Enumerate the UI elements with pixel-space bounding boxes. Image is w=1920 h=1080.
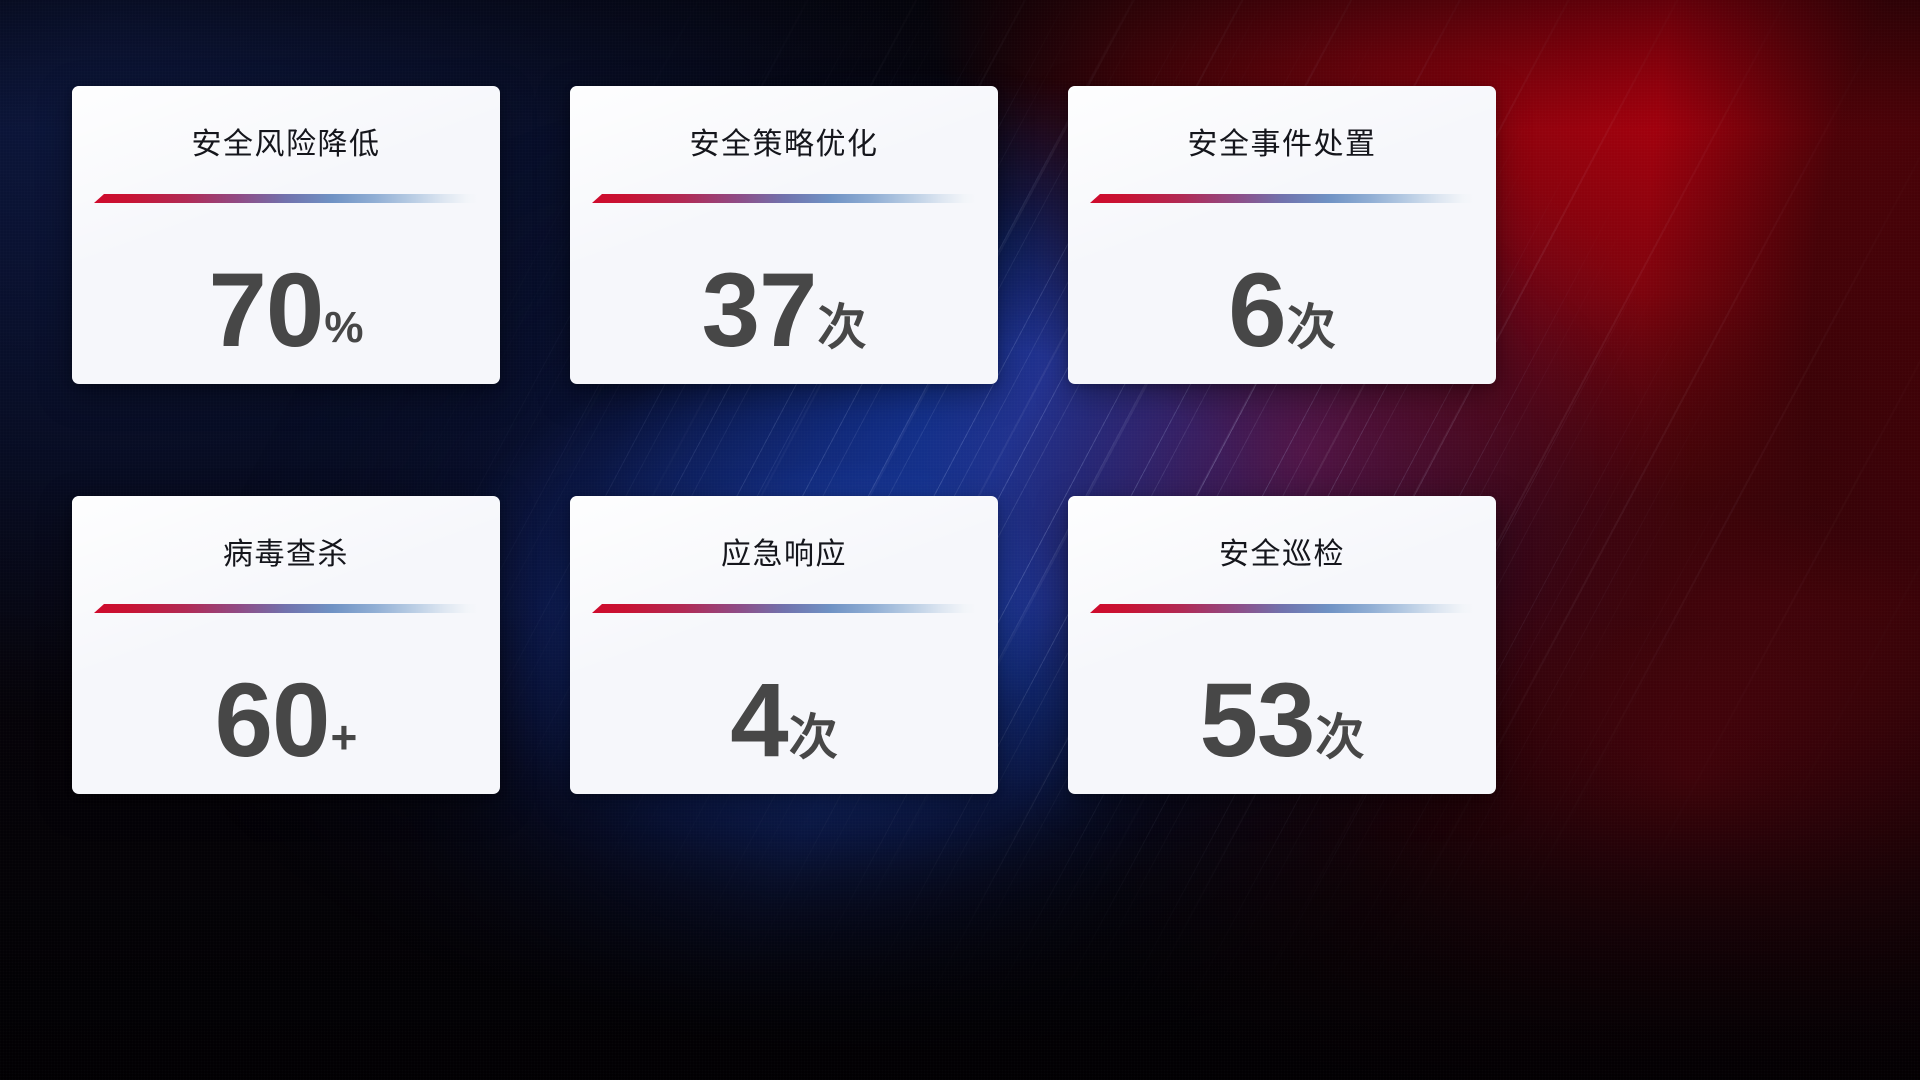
metric-card-title: 病毒查杀	[223, 538, 349, 571]
metric-card-grid: 安全风险降低 70 % 安全策略优化 37 次 安全事件处置 6 次 病毒查杀 …	[72, 86, 1496, 794]
metric-card-gradient-rule	[592, 194, 976, 203]
metric-value-number: 4	[730, 662, 788, 779]
metric-card-security-incident-handling[interactable]: 安全事件处置 6 次	[1068, 86, 1496, 384]
metric-card-title: 安全事件处置	[1187, 128, 1377, 161]
metric-value-unit: 次	[817, 301, 867, 355]
metric-card-security-risk-reduction[interactable]: 安全风险降低 70 %	[72, 86, 500, 384]
metric-card-virus-detection-removal[interactable]: 病毒查杀 60 +	[72, 496, 500, 794]
metric-value-number: 6	[1228, 252, 1286, 369]
metric-value-number: 53	[1199, 662, 1316, 779]
metric-value-number: 60	[214, 662, 331, 779]
metric-card-value: 4 次	[570, 668, 998, 773]
metric-card-gradient-rule	[592, 604, 976, 613]
metric-value-number: 37	[701, 252, 818, 369]
metric-card-title: 安全策略优化	[689, 128, 879, 161]
metric-card-value: 70 %	[72, 258, 500, 363]
metric-card-title: 应急响应	[721, 538, 847, 571]
metric-card-emergency-response[interactable]: 应急响应 4 次	[570, 496, 998, 794]
metric-card-title: 安全风险降低	[191, 128, 381, 161]
metric-value-unit: 次	[1315, 711, 1365, 765]
metric-value-unit: 次	[788, 711, 838, 765]
metric-card-value: 53 次	[1068, 668, 1496, 773]
metric-card-gradient-rule	[94, 604, 478, 613]
metric-value-unit: +	[330, 711, 358, 763]
metric-value-number: 70	[208, 252, 325, 369]
metric-card-gradient-rule	[1090, 194, 1474, 203]
metric-card-security-inspection[interactable]: 安全巡检 53 次	[1068, 496, 1496, 794]
metric-card-gradient-rule	[1090, 604, 1474, 613]
metric-card-gradient-rule	[94, 194, 478, 203]
metric-card-security-policy-optimization[interactable]: 安全策略优化 37 次	[570, 86, 998, 384]
metric-card-value: 37 次	[570, 258, 998, 363]
metric-value-unit: %	[324, 303, 364, 352]
metric-card-title: 安全巡检	[1219, 538, 1345, 571]
metric-card-value: 60 +	[72, 668, 500, 773]
metric-value-unit: 次	[1286, 301, 1336, 355]
metric-card-value: 6 次	[1068, 258, 1496, 363]
